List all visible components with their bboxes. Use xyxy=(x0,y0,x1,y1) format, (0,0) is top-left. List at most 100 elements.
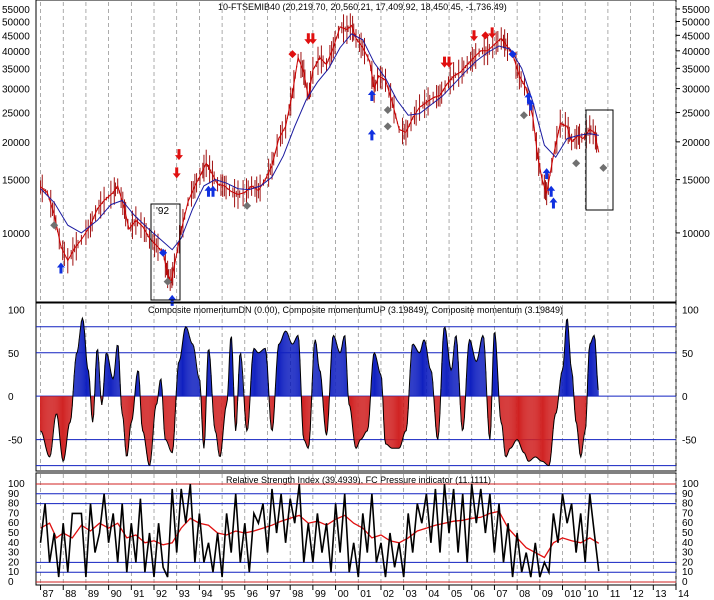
red-diamond xyxy=(481,31,490,40)
buy-arrow xyxy=(524,92,533,104)
sell-arrow xyxy=(174,149,183,161)
price-y-tick-label-left: 45000 xyxy=(2,31,30,42)
rsi-y-tick-label-right: 50 xyxy=(682,528,694,539)
price-y-tick-label: 30000 xyxy=(682,85,710,96)
price-moving-average xyxy=(40,33,599,251)
price-line xyxy=(40,24,600,284)
price-y-tick-label: 25000 xyxy=(682,109,710,120)
price-series-group xyxy=(40,13,600,291)
gray-diamond xyxy=(383,105,392,114)
buy-arrow xyxy=(367,129,376,141)
x-tick-label: 97 xyxy=(269,589,281,600)
red-diamond xyxy=(288,50,297,59)
momentum-line-group xyxy=(40,316,599,467)
price-panel: 10-FTSEMIB40 (20,219.70, 20,560.21, 17,4… xyxy=(2,0,710,306)
x-tick-label: 01 xyxy=(360,589,372,600)
x-tick-label: 11 xyxy=(610,589,621,600)
price-y-tick-label: 45000 xyxy=(682,31,710,42)
x-tick-label: 03 xyxy=(406,589,418,600)
x-tick-label: 92 xyxy=(156,589,168,600)
buy-arrow xyxy=(204,185,213,197)
buy-arrow xyxy=(209,185,218,197)
price-vertical-grid xyxy=(40,2,677,300)
x-tick-label: 14 xyxy=(678,589,690,600)
rsi-y-tick-label: 40 xyxy=(8,538,20,549)
gray-diamond xyxy=(383,122,392,131)
crash-92-box xyxy=(150,203,181,301)
buy-arrow xyxy=(542,168,551,180)
buy-arrow xyxy=(549,197,558,209)
rsi-y-tick-label-right: 20 xyxy=(682,557,694,568)
x-tick-label: 91 xyxy=(133,589,145,600)
price-y-tick-label-left: 55000 xyxy=(2,5,30,16)
rsi-y-tick-label: 100 xyxy=(8,479,25,490)
momentum-y-axis: -50 -50 0 0 50 50 100 100 xyxy=(8,305,699,446)
gray-diamond xyxy=(572,159,581,168)
rsi-series-group xyxy=(39,483,600,578)
crash-92-label: '92 xyxy=(156,206,169,217)
gray-diamond xyxy=(163,277,172,286)
sell-arrow xyxy=(172,167,181,179)
buy-arrow xyxy=(526,99,535,111)
gray-diamond xyxy=(243,201,252,210)
momentum-y-tick-label-right: -50 xyxy=(682,436,697,447)
momentum-y-tick-label: 100 xyxy=(8,305,25,316)
momentum-y-tick-label: -50 xyxy=(8,436,23,447)
x-tick-label: 09 xyxy=(542,589,554,600)
momentum-panel-title: Composite momentumDN (0.00), Composite m… xyxy=(148,305,563,315)
momentum-y-tick-label-right: 0 xyxy=(682,392,688,403)
x-tick-label: 10 xyxy=(587,589,599,600)
rsi-y-tick-label-right: 80 xyxy=(682,499,694,510)
x-tick-label: 04 xyxy=(428,589,440,600)
rsi-y-tick-label: 70 xyxy=(8,508,20,519)
x-tick-label: 010 xyxy=(565,589,582,600)
price-y-tick-label-left: 10000 xyxy=(2,229,30,240)
x-tick-label: 90 xyxy=(111,589,123,600)
x-tick-label: 05 xyxy=(451,589,463,600)
rsi-y-tick-label-right: 100 xyxy=(682,479,699,490)
sell-arrow xyxy=(488,27,497,39)
x-tick-label: 94 xyxy=(201,589,213,600)
gray-diamond xyxy=(50,221,59,230)
sell-arrow xyxy=(470,30,479,42)
price-y-tick-label: 35000 xyxy=(682,64,710,75)
rsi-y-tick-label: 60 xyxy=(8,518,20,529)
price-y-tick-label-left: 40000 xyxy=(2,47,30,58)
rsi-y-tick-label-right: 90 xyxy=(682,489,694,500)
rsi-y-tick-label-right: 0 xyxy=(682,577,688,588)
momentum-panel: Composite momentumDN (0.00), Composite m… xyxy=(8,302,699,472)
price-y-tick-label-left: 20000 xyxy=(2,138,30,149)
x-tick-label: 07 xyxy=(496,589,508,600)
rsi-y-tick-label-right: 60 xyxy=(682,518,694,529)
price-y-tick-label: 15000 xyxy=(682,176,710,187)
x-tick-label: 95 xyxy=(224,589,236,600)
price-y-tick-label: 20000 xyxy=(682,138,710,149)
x-tick-label: 98 xyxy=(292,589,304,600)
x-axis: 87 88 89 90 91 92 93 94 95 96 97 98 99 00 01 02 03 04 05 06… xyxy=(40,585,690,600)
momentum-bars xyxy=(40,318,599,466)
momentum-y-tick-label: 50 xyxy=(8,349,20,360)
momentum-y-tick-label-right: 50 xyxy=(682,349,694,360)
price-y-tick-label-left: 50000 xyxy=(2,17,30,28)
x-tick-label: 02 xyxy=(383,589,395,600)
x-tick-label: 96 xyxy=(247,589,259,600)
x-tick-label: 12 xyxy=(633,589,645,600)
x-tick-label: 06 xyxy=(474,589,486,600)
momentum-y-tick-label: 0 xyxy=(8,392,14,403)
sell-arrow xyxy=(308,33,317,45)
x-tick-label: 88 xyxy=(65,589,77,600)
x-tick-label: 13 xyxy=(655,589,667,600)
price-y-tick-label: 50000 xyxy=(682,17,710,28)
current-price-box xyxy=(585,109,614,211)
momentum-y-tick-label-right: 100 xyxy=(682,305,699,316)
rsi-y-tick-label: 0 xyxy=(8,577,14,588)
x-tick-label: 87 xyxy=(43,589,55,600)
fc-pressure-line xyxy=(39,483,600,578)
sell-arrow xyxy=(445,56,454,68)
price-y-tick-label: 55000 xyxy=(682,5,710,16)
x-tick-label: 99 xyxy=(315,589,327,600)
rsi-y-tick-label: 30 xyxy=(8,548,20,559)
